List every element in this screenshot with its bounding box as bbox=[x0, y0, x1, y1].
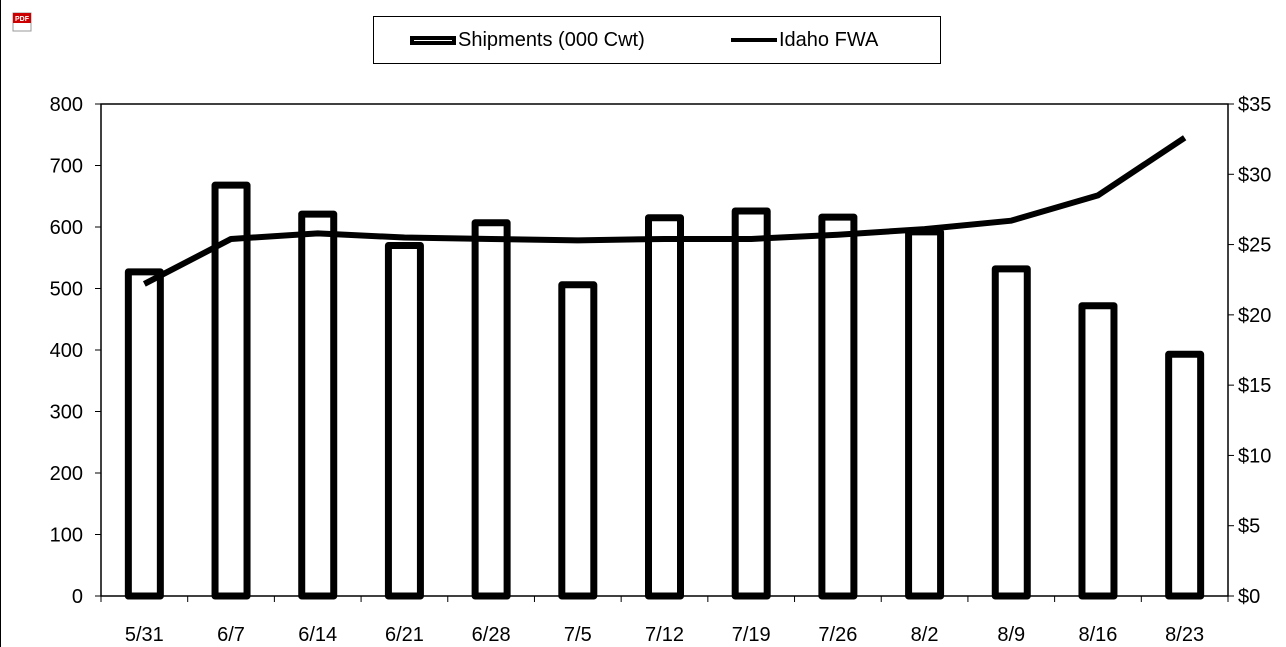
bar-shipments bbox=[991, 265, 1031, 600]
legend-line-swatch bbox=[731, 38, 777, 42]
bar-shipments bbox=[471, 219, 511, 600]
x-tick-label: 5/31 bbox=[125, 624, 164, 646]
y-left-tick-label: 600 bbox=[50, 217, 83, 239]
y-right-tick-label: $30 bbox=[1238, 164, 1271, 186]
x-tick-label: 6/28 bbox=[472, 624, 511, 646]
y-right-tick-label: $10 bbox=[1238, 445, 1271, 467]
x-tick-label: 6/14 bbox=[298, 624, 337, 646]
y-left-tick-label: 300 bbox=[50, 402, 83, 424]
x-tick-label: 7/19 bbox=[732, 624, 771, 646]
pdf-icon[interactable]: PDF bbox=[12, 12, 32, 32]
x-tick-label: 8/2 bbox=[911, 624, 939, 646]
bar-shipments bbox=[645, 214, 684, 600]
x-tick-label: 7/12 bbox=[645, 624, 684, 646]
bar-shipments bbox=[558, 281, 598, 600]
x-tick-label: 6/21 bbox=[385, 624, 424, 646]
y-left-tick-label: 800 bbox=[50, 94, 83, 116]
legend-item-idaho-fwa: Idaho FWA bbox=[731, 17, 878, 63]
legend-label-idaho-fwa: Idaho FWA bbox=[779, 28, 879, 51]
y-left-tick-label: 400 bbox=[50, 340, 83, 362]
legend-bar-swatch bbox=[410, 35, 456, 45]
y-right-tick-label: $25 bbox=[1238, 235, 1271, 257]
x-tick-label: 7/5 bbox=[564, 624, 592, 646]
bar-shipments bbox=[211, 181, 251, 600]
y-left-tick-label: 700 bbox=[50, 156, 83, 178]
x-tick-label: 6/7 bbox=[217, 624, 245, 646]
chart-legend: Shipments (000 Cwt) Idaho FWA bbox=[373, 16, 941, 64]
x-tick-label: 8/16 bbox=[1078, 624, 1117, 646]
bar-shipments bbox=[905, 228, 945, 600]
bar-shipments bbox=[818, 213, 858, 600]
x-tick-label: 8/23 bbox=[1165, 624, 1204, 646]
line-idaho-fwa bbox=[142, 135, 1187, 287]
page-left-border bbox=[0, 0, 1, 647]
y-left-tick-label: 200 bbox=[50, 463, 83, 485]
bar-shipments bbox=[384, 241, 424, 600]
y-right-tick-label: $5 bbox=[1238, 516, 1260, 538]
y-right-tick-label: $35 bbox=[1238, 94, 1271, 116]
bar-shipments bbox=[298, 210, 338, 600]
pdf-icon-label: PDF bbox=[15, 16, 30, 23]
y-left-tick-label: 100 bbox=[50, 525, 83, 547]
x-tick-label: 7/26 bbox=[818, 624, 857, 646]
bar-shipments bbox=[731, 207, 771, 600]
bar-shipments bbox=[1078, 302, 1118, 600]
y-right-tick-label: $20 bbox=[1238, 305, 1271, 327]
y-right-tick-label: $15 bbox=[1238, 375, 1271, 397]
x-tick-label: 8/9 bbox=[997, 624, 1025, 646]
legend-item-shipments: Shipments (000 Cwt) bbox=[410, 17, 645, 63]
y-left-tick-label: 0 bbox=[72, 586, 83, 608]
bar-shipments bbox=[1165, 350, 1205, 600]
bar-shipments bbox=[124, 268, 164, 600]
y-left-tick-label: 500 bbox=[50, 279, 83, 301]
y-right-tick-label: $0 bbox=[1238, 586, 1260, 608]
legend-label-shipments: Shipments (000 Cwt) bbox=[458, 28, 645, 51]
